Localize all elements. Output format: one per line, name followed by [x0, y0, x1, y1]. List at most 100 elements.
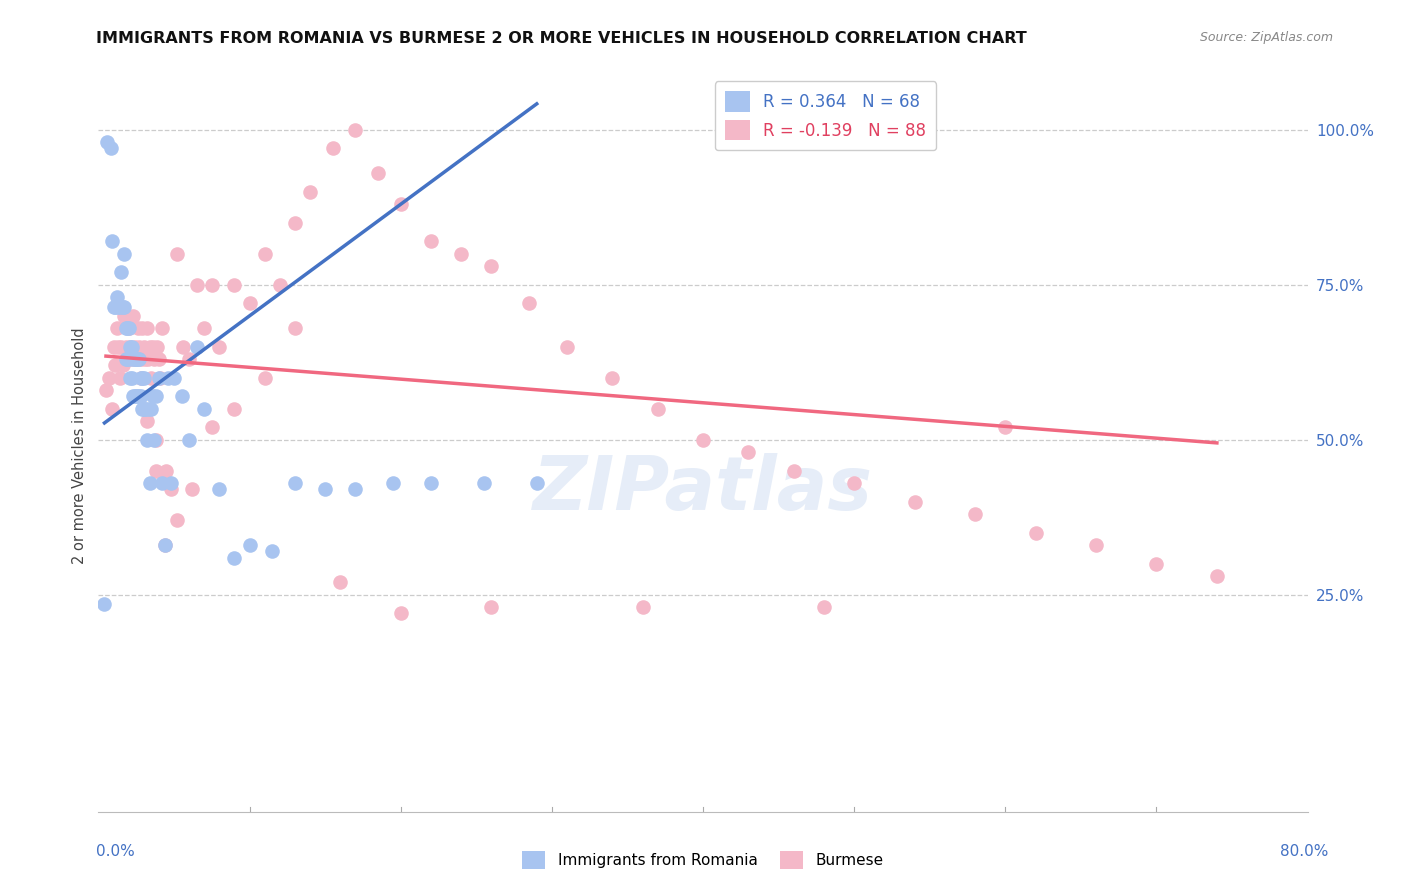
Point	[103, 340, 125, 354]
Point	[262, 544, 284, 558]
Point	[121, 371, 143, 385]
Point	[128, 389, 150, 403]
Point	[160, 476, 183, 491]
Point	[135, 414, 157, 428]
Point	[179, 433, 201, 447]
Point	[692, 433, 714, 447]
Point	[135, 321, 157, 335]
Point	[844, 476, 866, 491]
Point	[145, 433, 167, 447]
Point	[127, 321, 149, 335]
Point	[98, 371, 121, 385]
Point	[472, 476, 495, 491]
Legend: Immigrants from Romania, Burmese: Immigrants from Romania, Burmese	[516, 845, 890, 875]
Point	[389, 197, 412, 211]
Point	[208, 483, 231, 497]
Point	[128, 340, 150, 354]
Point	[239, 296, 262, 310]
Point	[153, 538, 176, 552]
Point	[994, 420, 1017, 434]
Point	[129, 371, 152, 385]
Point	[129, 389, 152, 403]
Point	[420, 235, 443, 249]
Point	[450, 247, 472, 261]
Point	[344, 123, 367, 137]
Point	[143, 433, 166, 447]
Point	[120, 340, 142, 354]
Point	[150, 321, 173, 335]
Point	[148, 371, 170, 385]
Point	[181, 483, 204, 497]
Point	[344, 483, 367, 497]
Point	[122, 352, 145, 367]
Point	[172, 340, 194, 354]
Point	[96, 135, 118, 149]
Point	[114, 340, 136, 354]
Point	[481, 259, 503, 273]
Point	[481, 600, 503, 615]
Point	[111, 359, 134, 373]
Point	[631, 600, 654, 615]
Point	[112, 247, 135, 261]
Point	[125, 352, 148, 367]
Point	[132, 371, 155, 385]
Point	[170, 389, 193, 403]
Point	[224, 401, 246, 416]
Point	[127, 389, 149, 403]
Point	[783, 464, 806, 478]
Point	[1206, 569, 1229, 583]
Point	[299, 185, 322, 199]
Point	[224, 550, 246, 565]
Point	[193, 321, 215, 335]
Point	[118, 321, 141, 335]
Point	[131, 371, 153, 385]
Point	[145, 464, 167, 478]
Point	[239, 538, 262, 552]
Text: 80.0%: 80.0%	[1281, 845, 1329, 859]
Point	[141, 371, 163, 385]
Point	[253, 247, 276, 261]
Point	[166, 247, 188, 261]
Point	[124, 352, 146, 367]
Point	[122, 389, 145, 403]
Point	[517, 296, 540, 310]
Point	[965, 507, 987, 521]
Point	[737, 445, 759, 459]
Point	[114, 352, 136, 367]
Point	[121, 340, 143, 354]
Point	[105, 321, 128, 335]
Point	[186, 340, 208, 354]
Point	[526, 476, 548, 491]
Point	[115, 321, 138, 335]
Point	[105, 290, 128, 304]
Point	[120, 340, 142, 354]
Point	[193, 401, 215, 416]
Point	[367, 166, 389, 180]
Point	[155, 464, 177, 478]
Point	[156, 371, 179, 385]
Point	[129, 352, 152, 367]
Point	[160, 483, 183, 497]
Point	[253, 371, 276, 385]
Point	[122, 309, 145, 323]
Point	[139, 340, 162, 354]
Point	[118, 321, 141, 335]
Point	[134, 401, 156, 416]
Point	[124, 340, 146, 354]
Point	[125, 352, 148, 367]
Point	[166, 513, 188, 527]
Point	[132, 340, 155, 354]
Legend: R = 0.364   N = 68, R = -0.139   N = 88: R = 0.364 N = 68, R = -0.139 N = 88	[716, 81, 936, 150]
Point	[314, 483, 336, 497]
Point	[149, 371, 172, 385]
Point	[224, 277, 246, 292]
Point	[322, 141, 344, 155]
Point	[904, 495, 927, 509]
Point	[135, 433, 157, 447]
Point	[201, 420, 224, 434]
Point	[148, 352, 170, 367]
Point	[103, 300, 125, 314]
Point	[142, 389, 165, 403]
Point	[118, 352, 141, 367]
Point	[284, 321, 307, 335]
